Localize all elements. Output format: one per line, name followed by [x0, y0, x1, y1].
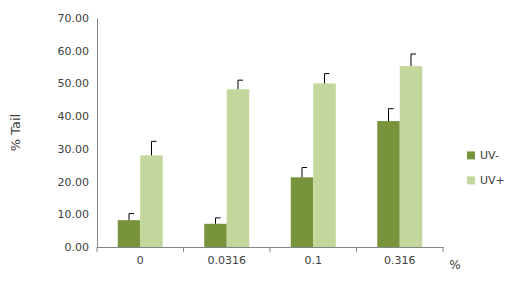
error-bar	[238, 80, 243, 89]
y-axis-title: % Tail	[8, 114, 23, 151]
x-tick-label: 0.0316	[208, 254, 247, 267]
legend-swatch	[467, 176, 475, 184]
error-bar	[389, 109, 394, 121]
error-bar	[411, 54, 416, 66]
error-bar-stem	[410, 54, 411, 66]
y-tick-label: 40.00	[58, 110, 90, 123]
legend-label: UV-	[480, 149, 499, 162]
legend: UV- UV+	[467, 149, 505, 187]
bars	[118, 54, 422, 247]
legend-swatch	[467, 151, 475, 159]
legend-label: UV+	[480, 174, 505, 187]
error-bar	[324, 74, 329, 84]
x-tick: 0.316	[384, 247, 416, 267]
error-bar-stem	[237, 80, 238, 89]
bar	[118, 220, 140, 247]
bar	[377, 121, 399, 247]
y-axis: 0.00 10.00 20.00 30.00 40.00 50.00 60.00 70.00	[58, 12, 98, 254]
error-bar-cap	[216, 217, 221, 218]
error-bar-cap	[389, 108, 394, 109]
legend-item: UV+	[467, 174, 505, 187]
y-tick-label: 60.00	[58, 45, 90, 58]
plot-area: 0.0010.0020.0030.0040.0050.0060.0070.000…	[58, 12, 444, 267]
x-tick-label: 0	[137, 254, 144, 267]
y-tick-label: 0.00	[65, 241, 90, 254]
error-bar-stem	[324, 74, 325, 84]
y-tick: 40.00	[58, 110, 98, 123]
category-separator	[443, 247, 444, 252]
error-bar-cap	[411, 53, 416, 54]
x-tick-label: 0.1	[305, 254, 323, 267]
error-bar	[151, 141, 156, 155]
error-bar	[216, 218, 221, 224]
error-bar-cap	[324, 73, 329, 74]
y-tick: 30.00	[58, 143, 98, 156]
error-bar-stem	[302, 168, 303, 178]
error-bar-cap	[129, 213, 134, 214]
x-axis-title: %	[449, 258, 460, 272]
y-tick: 10.00	[58, 208, 98, 221]
y-tick: 60.00	[58, 45, 98, 58]
error-bar-cap	[238, 80, 243, 81]
y-tick: 50.00	[58, 77, 98, 90]
error-bar-cap	[151, 141, 156, 142]
y-tick-label: 10.00	[58, 208, 90, 221]
chart: 0.0010.0020.0030.0040.0050.0060.0070.000…	[0, 0, 521, 290]
y-tick-label: 50.00	[58, 77, 90, 90]
error-bar-stem	[129, 214, 130, 221]
y-tick: 0.00	[65, 241, 98, 254]
x-tick-label: 0.316	[384, 254, 416, 267]
y-tick: 20.00	[58, 176, 98, 189]
error-bar-stem	[151, 141, 152, 155]
y-tick-label: 20.00	[58, 176, 90, 189]
y-tick-label: 70.00	[58, 12, 90, 25]
x-tick: 0.1	[305, 247, 323, 267]
bar	[313, 83, 335, 247]
y-tick: 70.00	[58, 12, 98, 25]
error-bar-stem	[388, 109, 389, 121]
category-separator	[183, 247, 184, 252]
x-tick: 0	[137, 247, 144, 267]
y-axis-line	[97, 19, 98, 248]
bar	[291, 177, 313, 247]
x-tick: 0.0316	[208, 247, 247, 267]
bar	[227, 89, 249, 247]
bar	[140, 155, 162, 247]
x-axis: 0 0.0316 0.1 0.316	[97, 247, 444, 267]
y-tick-label: 30.00	[58, 143, 90, 156]
bar	[204, 224, 226, 247]
error-bar	[302, 168, 307, 178]
category-separator	[97, 247, 98, 252]
legend-item: UV-	[467, 149, 499, 162]
category-separator	[356, 247, 357, 252]
error-bar-cap	[302, 167, 307, 168]
category-separator	[270, 247, 271, 252]
bar	[400, 66, 422, 247]
error-bar-stem	[215, 218, 216, 224]
error-bar	[129, 214, 134, 221]
